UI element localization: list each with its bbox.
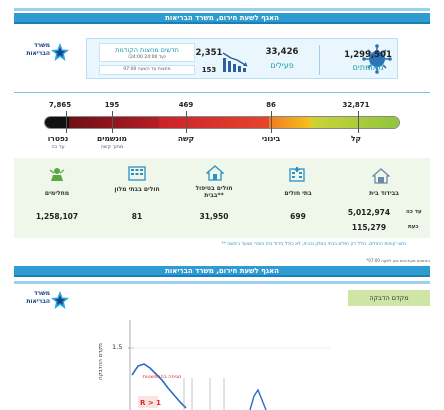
- ministry-logo: משרד הבריאות: [16, 42, 74, 64]
- section-divider: [14, 92, 430, 93]
- isolation-total-label: עד כה: [406, 209, 422, 215]
- confirmed-value: 1,299,501: [344, 50, 392, 60]
- ministry-logo-2: משרד הבריאות: [16, 290, 74, 312]
- logo-text-line2: הבריאות: [26, 50, 50, 57]
- hosp-sublabel: (24:00 עד 24:00): [128, 55, 166, 60]
- ventilated-value: 195: [104, 101, 120, 109]
- gauge-tick: [66, 111, 67, 133]
- ventilated-sublabel: מתוך קשה: [100, 144, 124, 150]
- deceased-value: 7,865: [48, 101, 72, 109]
- hotels-label: חולים בבתי מלון: [114, 186, 160, 193]
- chart-annotation-r: R > 1: [140, 399, 161, 407]
- home-care-value: 31,950: [199, 212, 229, 221]
- r-chart: [128, 320, 330, 410]
- chart-title-box: מקדם הדבקה: [348, 290, 430, 306]
- mild-value: 32,871: [342, 101, 370, 109]
- hosp-value: 2,351: [195, 48, 223, 58]
- confirmed-label: מאומתים: [352, 63, 384, 72]
- second-banner: האגף לשעת חירום, משרד הבריאות: [14, 266, 430, 277]
- hotel-icon: [128, 166, 146, 181]
- gauge-deceased: [45, 117, 69, 128]
- active-value: 33,426: [265, 47, 299, 57]
- severe-label: קשה: [177, 134, 195, 143]
- card-divider: [319, 45, 320, 75]
- gauge-severe: [159, 117, 269, 128]
- header-banner: האגף לשעת חירום, משרד הבריאות: [14, 13, 430, 24]
- since-value: 153: [201, 66, 217, 74]
- second-strip: [14, 281, 430, 284]
- isolation-current-label: כעת: [408, 224, 419, 230]
- isolation-total-value: 5,012,974: [347, 208, 391, 217]
- recovered-value: 1,258,107: [35, 212, 79, 221]
- severe-value: 469: [178, 101, 194, 109]
- chart-annotation-spreading: מגיפה בהתפשטות: [142, 374, 182, 380]
- isolation-current-value: 115,279: [351, 223, 387, 232]
- r-curve-2: [249, 388, 267, 410]
- chart-y-label: מקדם ההדבקה: [98, 343, 104, 380]
- update-note: *הנתונים מעודכנים נכון לשעה 07:00: [366, 258, 430, 263]
- gauge-tick: [271, 111, 272, 133]
- hospital-icon: [289, 167, 305, 182]
- since-label-box: מחצות עד השעה 07:00: [99, 65, 195, 75]
- gauge-moderate: [269, 117, 311, 128]
- r-greater-box: [138, 396, 158, 408]
- gauge-mild: [311, 117, 399, 128]
- deceased-label: נפטרו: [47, 134, 69, 143]
- hotels-value: 81: [131, 212, 143, 221]
- summary-card: 1,299,501 מאומתים 33,426 פעילים 2,351 חד…: [86, 38, 398, 79]
- r-curve: [131, 363, 187, 409]
- logo-text-line2: הבריאות: [26, 298, 50, 305]
- locations-footnote: ** נתוני קופות החולים. כולל רק חולים בבת…: [221, 242, 406, 247]
- deceased-sublabel: עד כה: [51, 144, 65, 150]
- hospitals-label: בתי חולים: [284, 190, 312, 197]
- active-label: פעילים: [270, 61, 294, 70]
- chart-y-tick-label: 1.5: [112, 343, 123, 351]
- logo-emblem-icon: [51, 43, 69, 61]
- isolation-label: בבידוד בית: [369, 190, 399, 197]
- logo-text-line1: משרד: [33, 290, 50, 297]
- gauge-tick: [186, 111, 187, 133]
- second-banner-title: האגף לשעת חירום, משרד הבריאות: [165, 267, 279, 275]
- moderate-value: 86: [266, 101, 276, 109]
- moderate-label: בינוני: [261, 134, 281, 143]
- logo-emblem-icon: [51, 291, 69, 309]
- hosp-label: חדשים מחצות הקודמת: [115, 46, 179, 54]
- recovered-icon: [49, 168, 65, 181]
- header-banner-title: האגף לשעת חירום, משרד הבריאות: [165, 14, 279, 22]
- logo-text-line1: משרד: [33, 42, 50, 49]
- top-strip: [14, 8, 430, 11]
- severity-gauge: [44, 116, 400, 129]
- since-label: מחצות עד השעה 07:00: [123, 67, 171, 72]
- mild-label: קל: [350, 134, 362, 143]
- recovered-label: מחלימים: [44, 190, 70, 197]
- home-care-icon: [206, 165, 224, 181]
- trend-down-icon: [222, 52, 248, 72]
- gauge-tick: [112, 111, 113, 133]
- home-isolation-icon: [372, 168, 390, 184]
- virus-icon: [362, 44, 392, 74]
- home-care-label: חולים בטיפול בבית**: [195, 185, 233, 199]
- gauge-tick: [358, 111, 359, 133]
- hosp-label-box: חדשים מחצות הקודמת (24:00 עד 24:00): [99, 43, 195, 62]
- ventilated-label: מונשמים: [97, 134, 127, 143]
- hospitals-value: 699: [290, 212, 306, 221]
- gauge-ventilated: [69, 117, 159, 128]
